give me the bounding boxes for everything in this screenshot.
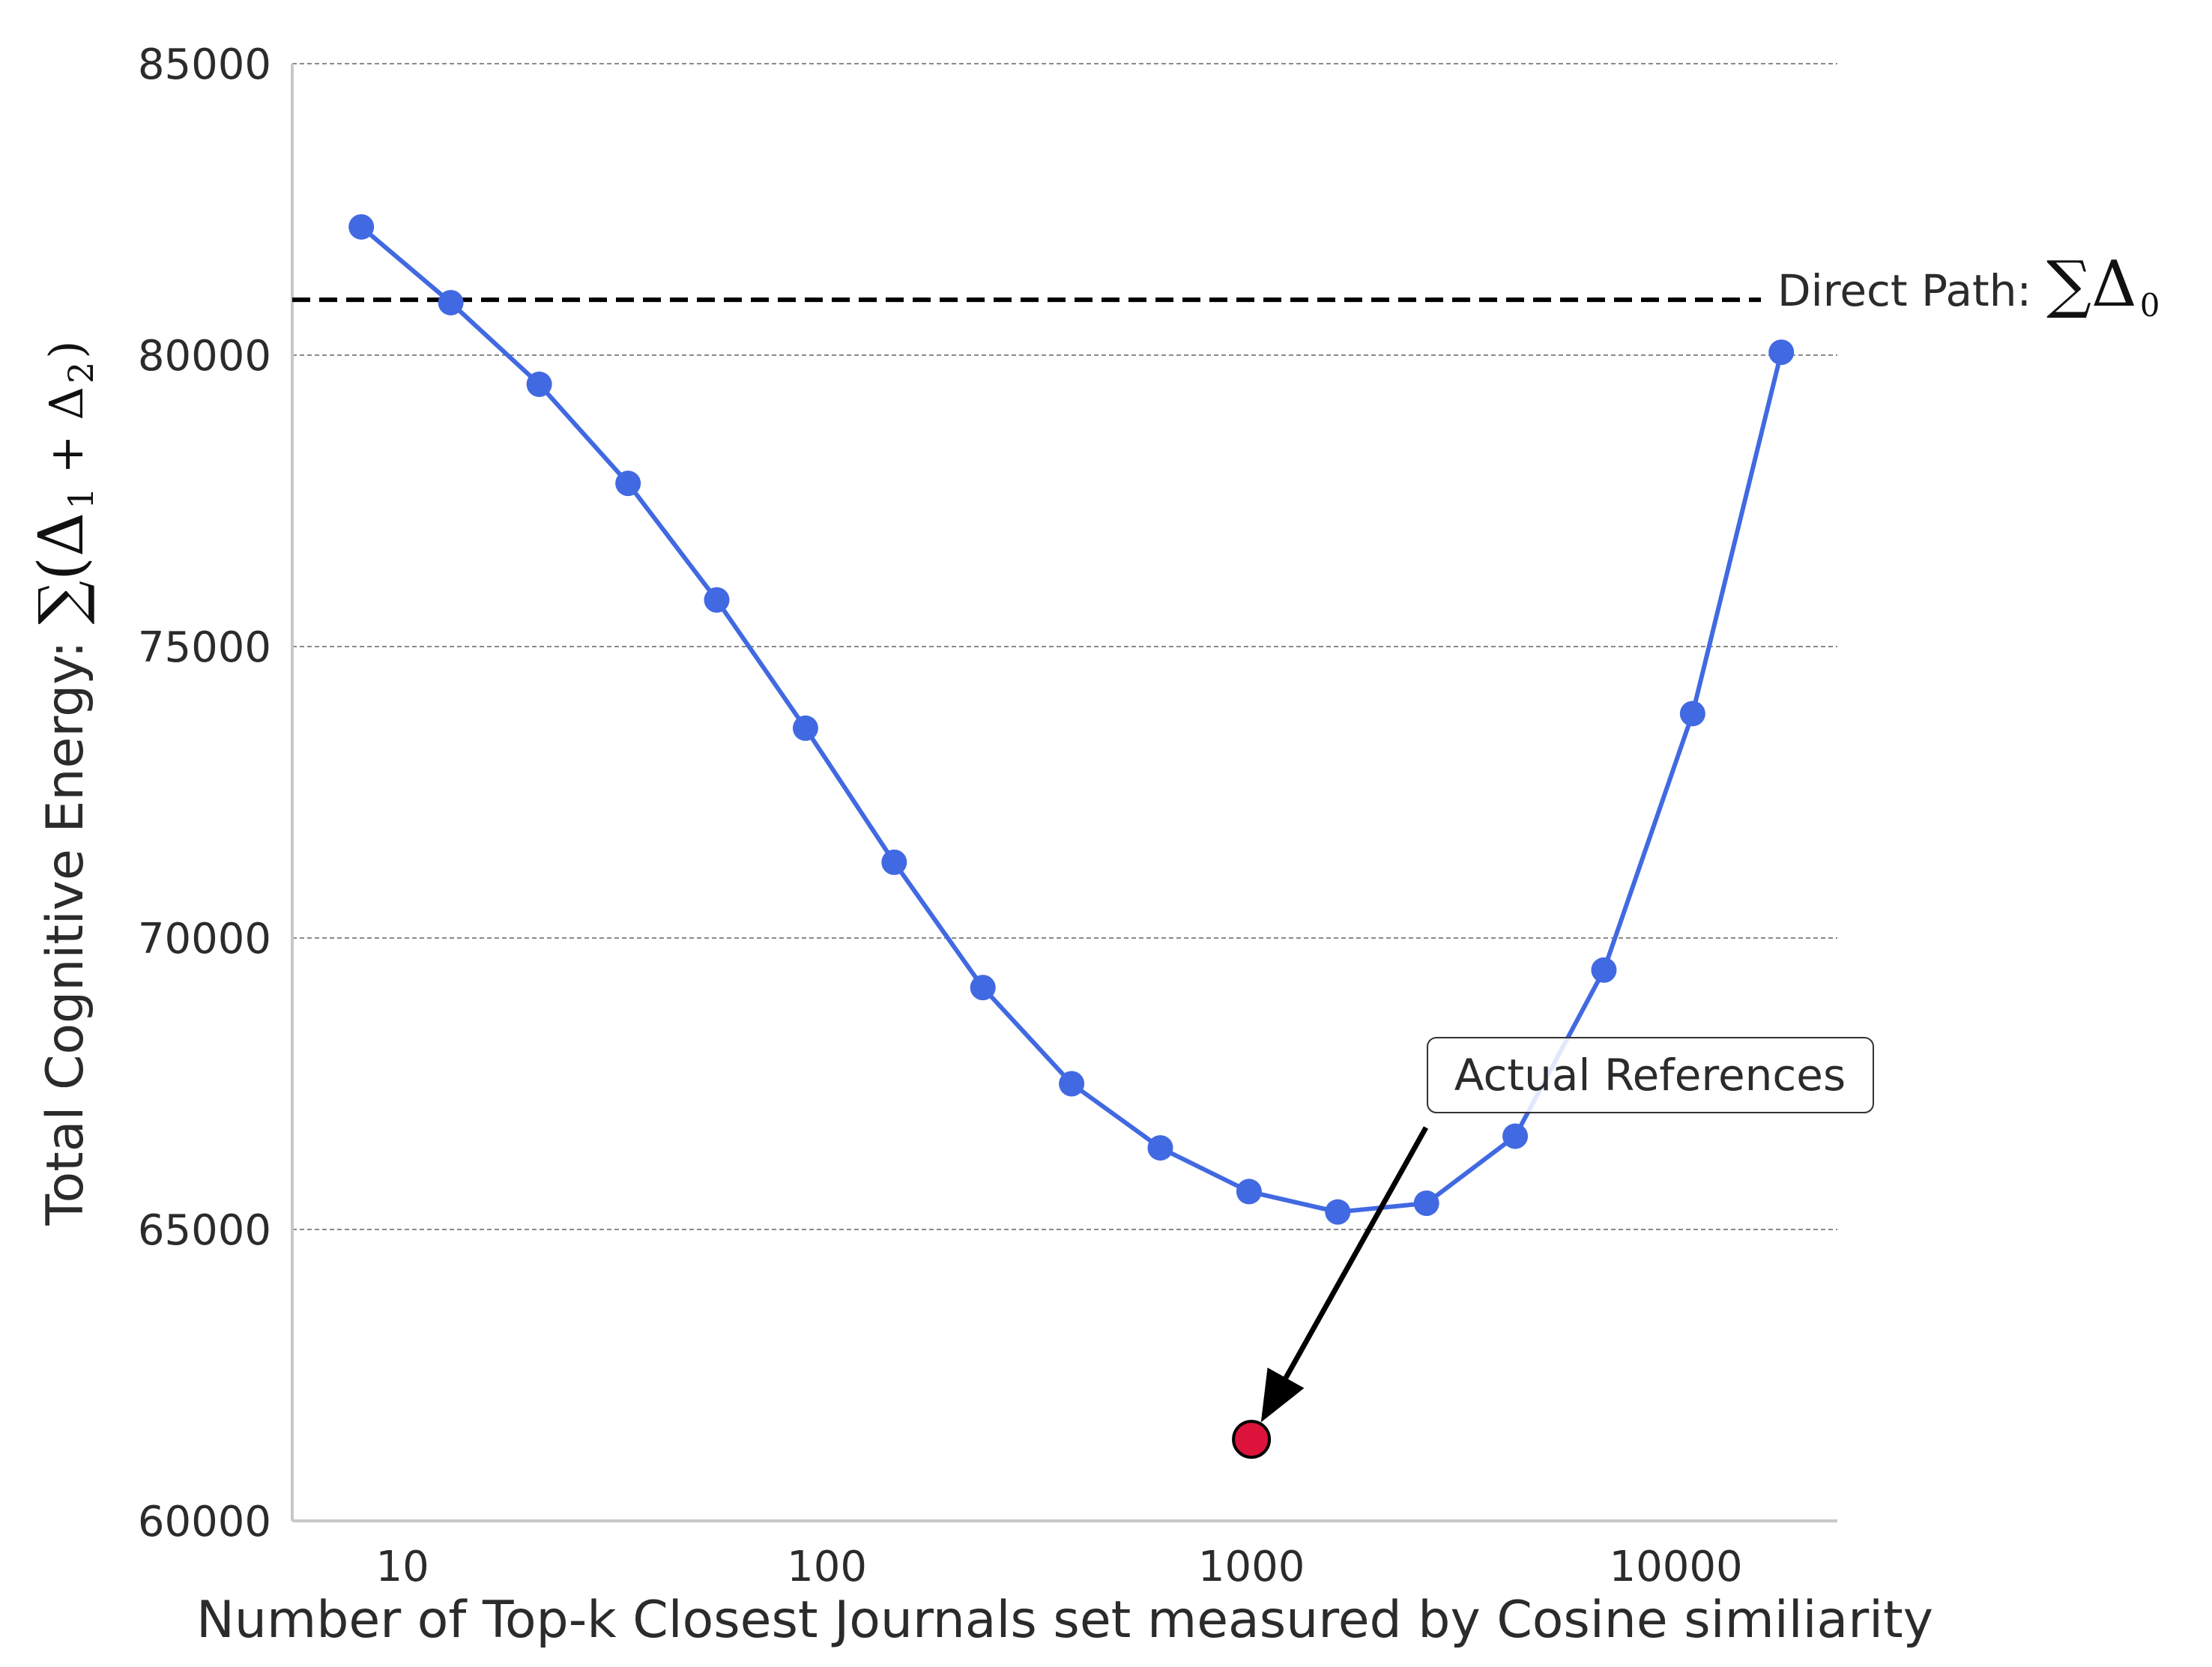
data-point: [438, 289, 464, 315]
data-point: [970, 975, 996, 1001]
y-tick-labels: 60000 65000 70000 75000 80000 85000: [138, 40, 271, 1546]
data-point: [348, 214, 375, 240]
reference-line-label-sub: 0: [2140, 287, 2160, 324]
data-point: [526, 371, 552, 397]
data-point: [1591, 957, 1617, 983]
data-point: [1059, 1071, 1085, 1097]
data-point: [615, 471, 641, 497]
data-point: [1236, 1179, 1262, 1205]
svg-text:Direct Path: ∑Δ 0: Direct Path: ∑Δ 0: [1777, 247, 2160, 324]
annotation-group: Actual References: [1232, 1037, 1874, 1459]
svg-text:Total Cognitive Energy:: Total Cognitive Energy: ∑(Δ 1 + Δ 2 ): [26, 341, 101, 1226]
y-tick-label: 75000: [138, 623, 271, 672]
data-point: [881, 849, 907, 875]
axes: [291, 64, 1837, 1522]
reference-line-label: Direct Path: ∑Δ 0: [1777, 247, 2160, 324]
series-group: [348, 214, 1795, 1225]
y-tick-label: 65000: [138, 1206, 271, 1255]
y-tick-label: 80000: [138, 332, 271, 381]
x-tick-label: 10: [375, 1543, 429, 1591]
y-tick-label: 60000: [138, 1498, 271, 1546]
y-axis-label-close: ): [39, 341, 94, 359]
grid-lines: [292, 63, 1837, 1230]
data-point: [1768, 339, 1795, 366]
data-point: [792, 715, 818, 741]
data-point: [704, 587, 730, 613]
data-point: [1147, 1135, 1173, 1161]
data-point: [1502, 1123, 1529, 1149]
annotation-label: Actual References: [1454, 1050, 1846, 1101]
y-axis-label-plus: + Δ: [39, 387, 94, 474]
y-axis-label-sub1: 1: [61, 487, 101, 509]
annotation-box: [1427, 1037, 1874, 1113]
data-point: [1413, 1190, 1439, 1216]
x-tick-labels: 10 100 1000 10000: [375, 1543, 1742, 1591]
x-axis-label: Number of Top-k Closest Journals set mea…: [196, 1591, 1933, 1650]
highlight-point: [1232, 1420, 1272, 1459]
reference-line-label-prefix: Direct Path:: [1777, 265, 2031, 316]
x-tick-label: 100: [787, 1543, 867, 1591]
data-point: [1679, 701, 1705, 727]
annotation-arrow-shaft: [1283, 1126, 1429, 1379]
y-tick-label: 70000: [138, 915, 271, 963]
y-axis-label: Total Cognitive Energy: ∑(Δ 1 + Δ 2 ): [26, 341, 101, 1226]
y-axis-label-math: ∑(Δ: [26, 512, 97, 625]
y-axis-label-sub2: 2: [61, 362, 101, 384]
reference-line-label-math: ∑Δ: [2046, 247, 2137, 321]
annotation-arrow-head: [1260, 1367, 1305, 1423]
y-tick-label: 85000: [138, 40, 271, 89]
x-tick-label: 10000: [1610, 1543, 1743, 1591]
x-tick-label: 1000: [1198, 1543, 1305, 1591]
y-axis-label-prefix: Total Cognitive Energy:: [36, 641, 95, 1226]
data-point: [1325, 1199, 1351, 1225]
